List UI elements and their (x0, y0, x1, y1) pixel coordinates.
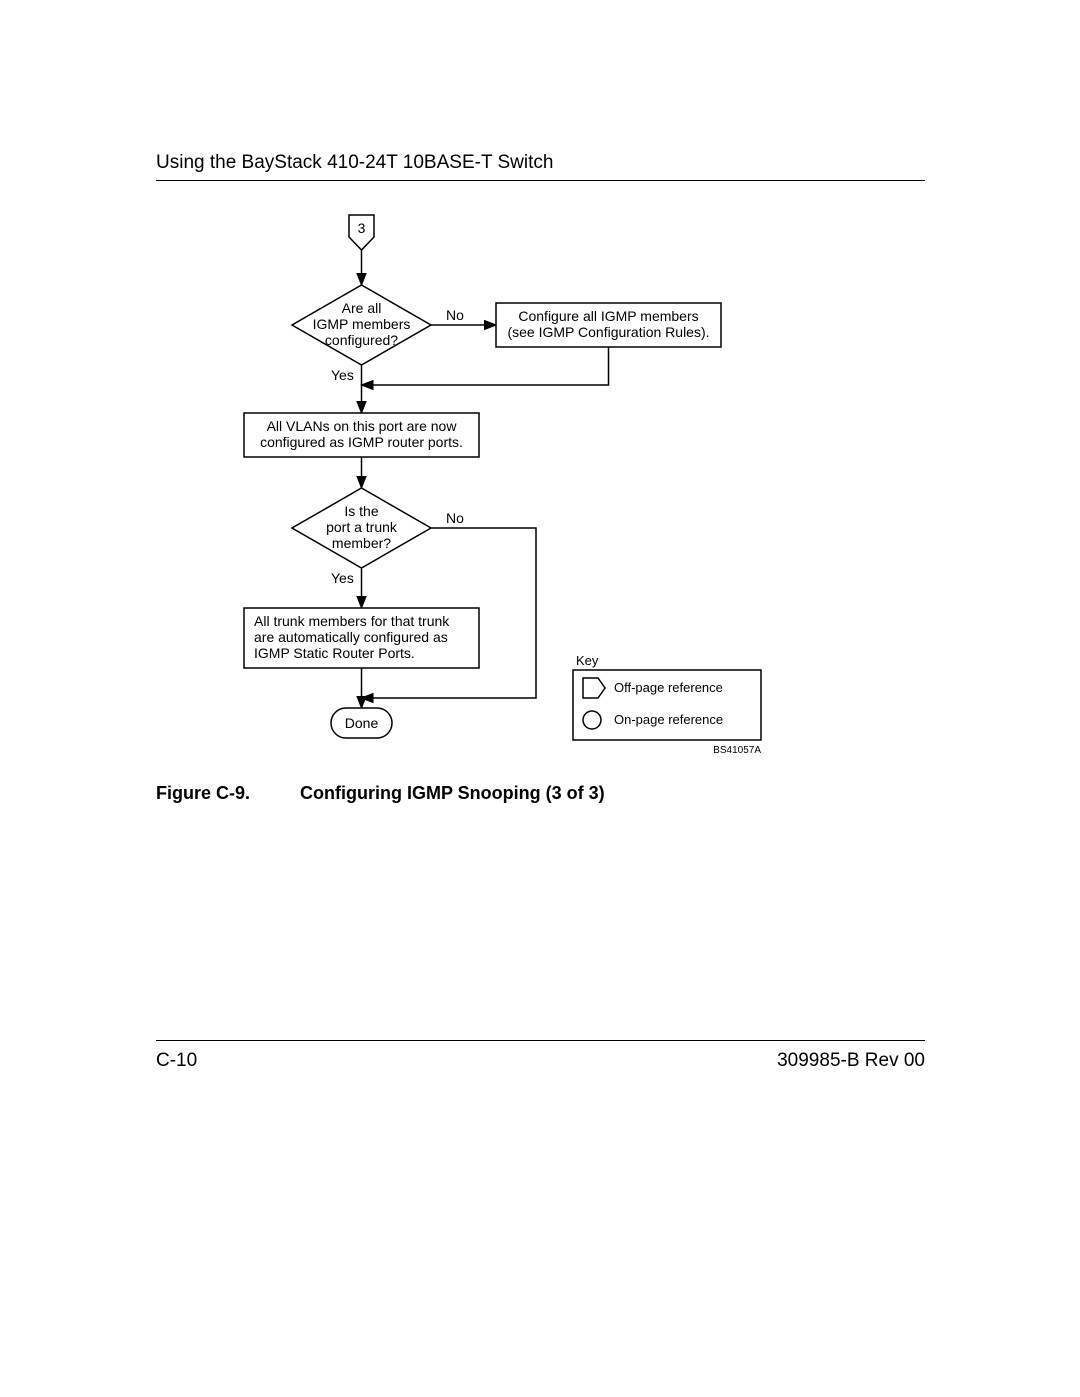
d1-yes-label: Yes (331, 367, 354, 383)
key-onpage-label: On-page reference (614, 712, 723, 727)
d2-line2: port a trunk (326, 519, 398, 535)
connector-label: 3 (358, 220, 366, 236)
p2-line2: configured as IGMP router ports. (260, 434, 463, 450)
p3-line1: All trunk members for that trunk (254, 613, 450, 629)
d2-yes-label: Yes (331, 570, 354, 586)
p3-line2: are automatically configured as (254, 629, 448, 645)
process-3: All trunk members for that trunk are aut… (244, 608, 479, 668)
decision-2: Is the port a trunk member? (292, 488, 431, 568)
footer-page-number: C-10 (156, 1050, 197, 1072)
terminal-done: Done (331, 708, 392, 738)
process-1: Configure all IGMP members (see IGMP Con… (496, 303, 721, 347)
edge-p1-feedback (362, 347, 609, 385)
p2-line1: All VLANs on this port are now (267, 418, 458, 434)
done-label: Done (345, 715, 379, 731)
footer-rule (156, 1040, 925, 1041)
d2-no-label: No (446, 510, 464, 526)
footer-doc-ref: 309985-B Rev 00 (777, 1050, 925, 1072)
d1-line1: Are all (342, 300, 382, 316)
d2-line3: member? (332, 535, 391, 551)
figure-label: Figure C-9. (156, 783, 250, 804)
d1-no-label: No (446, 307, 464, 323)
d1-line2: IGMP members (313, 316, 411, 332)
page: Using the BayStack 410-24T 10BASE-T Swit… (0, 0, 1080, 1397)
figure-title: Configuring IGMP Snooping (3 of 3) (300, 783, 605, 804)
onpage-icon (583, 711, 601, 729)
process-2: All VLANs on this port are now configure… (244, 413, 479, 457)
drawing-id: BS41057A (713, 745, 761, 756)
header-title: Using the BayStack 410-24T 10BASE-T Swit… (156, 152, 553, 174)
key-legend: Key Off-page reference On-page reference (573, 653, 761, 740)
decision-1: Are all IGMP members configured? (292, 285, 431, 365)
flowchart-svg: 3 Are all IGMP members configured? No Co… (156, 205, 926, 765)
header-rule (156, 180, 925, 181)
p1-line2: (see IGMP Configuration Rules). (507, 324, 709, 340)
p3-line3: IGMP Static Router Ports. (254, 645, 415, 661)
key-offpage-label: Off-page reference (614, 680, 723, 695)
d1-line3: configured? (325, 332, 398, 348)
offpage-connector: 3 (349, 215, 374, 250)
p1-line1: Configure all IGMP members (518, 308, 698, 324)
key-title: Key (576, 653, 599, 668)
d2-line1: Is the (344, 503, 378, 519)
